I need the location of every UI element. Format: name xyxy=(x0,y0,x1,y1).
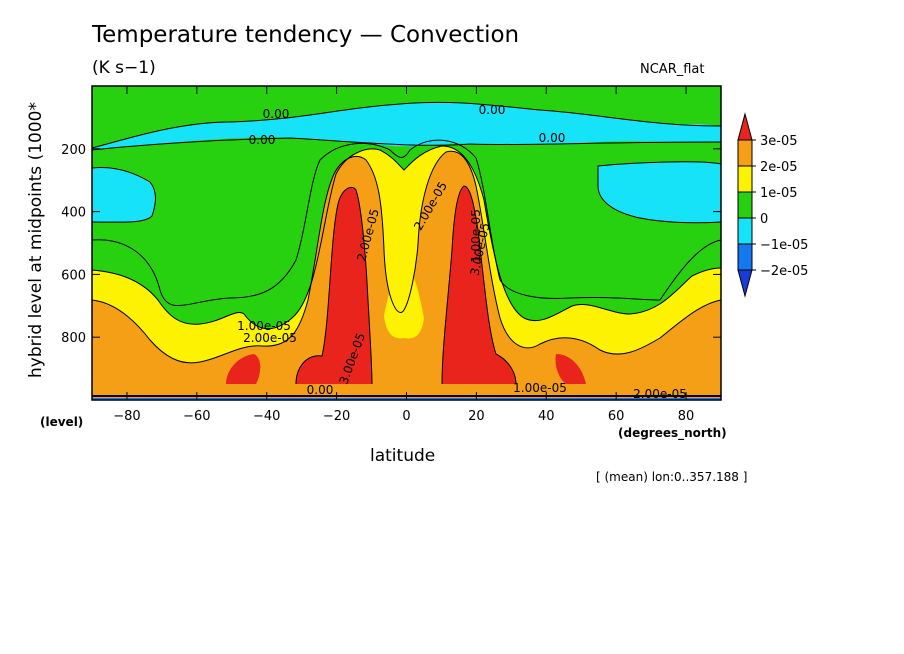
y-tick-label: 800 xyxy=(61,331,86,346)
colorbar-label: 1e-05 xyxy=(760,186,798,201)
chart-footnote: [ (mean) lon:0..357.188 ] xyxy=(596,470,748,484)
x-tick-label: −60 xyxy=(183,409,210,424)
contour-label: 0.00 xyxy=(539,131,566,145)
colorbar-swatch xyxy=(737,139,753,167)
x-axis-label: latitude xyxy=(370,446,436,466)
contour-label: 2.00e-05 xyxy=(633,387,687,401)
core-north xyxy=(442,186,516,384)
colorbar-label: −2e-05 xyxy=(760,264,808,279)
negative-band-right xyxy=(598,161,721,223)
x-tick-label: 40 xyxy=(538,409,555,424)
x-axis-unit: (degrees_north) xyxy=(618,426,727,440)
contour-label: 1.00e-05 xyxy=(237,319,291,333)
colorbar-swatch xyxy=(737,217,753,245)
contour-label: 2.00e-05 xyxy=(243,331,297,345)
colorbar-label: −1e-05 xyxy=(760,238,808,253)
x-tick-label: −40 xyxy=(253,409,280,424)
colorbar-swatch xyxy=(737,243,753,271)
x-tick-label: 0 xyxy=(402,409,410,424)
contour-label: 0.00 xyxy=(249,133,276,147)
x-tick-label: 60 xyxy=(608,409,625,424)
contour-label: 1.00e-05 xyxy=(469,209,483,263)
contour-plot-area: 0.000.000.000.002.00e-052.00e-051.00e-05… xyxy=(91,86,722,401)
x-tick-label: 20 xyxy=(468,409,485,424)
colorbar-arrow-bottom xyxy=(737,269,753,298)
y-tick-label: 400 xyxy=(61,206,86,221)
colorbar-label: 0 xyxy=(760,212,768,227)
contour-label: 1.00e-05 xyxy=(513,381,567,395)
colorbar-swatch xyxy=(737,165,753,193)
core-south xyxy=(296,187,372,384)
colorbar-label: 3e-05 xyxy=(760,134,798,149)
colorbar-arrow-top xyxy=(737,112,753,141)
x-axis: −80 −60 −40 −20 0 20 40 60 80 xyxy=(113,86,694,424)
palette-name: NCAR_flat xyxy=(640,62,705,77)
y-tick-label: 200 xyxy=(61,143,86,158)
y-tick-label: 600 xyxy=(61,268,86,283)
y-axis: 200 400 600 800 xyxy=(61,143,721,346)
negative-band-left xyxy=(92,167,156,223)
negative-band-upper xyxy=(92,102,721,150)
y-axis-unit: (level) xyxy=(40,415,84,429)
x-tick-label: −80 xyxy=(113,409,140,424)
band-2e-05-to-3e-05 xyxy=(92,151,721,398)
colorbar-swatch xyxy=(737,191,753,219)
core-southmid xyxy=(226,354,261,384)
chart-title: Temperature tendency — Convection xyxy=(92,22,520,48)
colorbar: 3e-05 2e-05 1e-05 0 −1e-05 −2e-05 xyxy=(737,112,808,298)
contour-label: 0.00 xyxy=(479,103,506,117)
colorbar-label: 2e-05 xyxy=(760,160,798,175)
core-northmid xyxy=(555,354,586,384)
chart-units: (K s−1) xyxy=(92,58,156,78)
contour-label: 0.00 xyxy=(307,383,334,397)
x-tick-label: −20 xyxy=(323,409,350,424)
contour-label: 0.00 xyxy=(263,107,290,121)
x-tick-label: 80 xyxy=(678,409,695,424)
inner-band-1e-05 xyxy=(384,262,424,339)
